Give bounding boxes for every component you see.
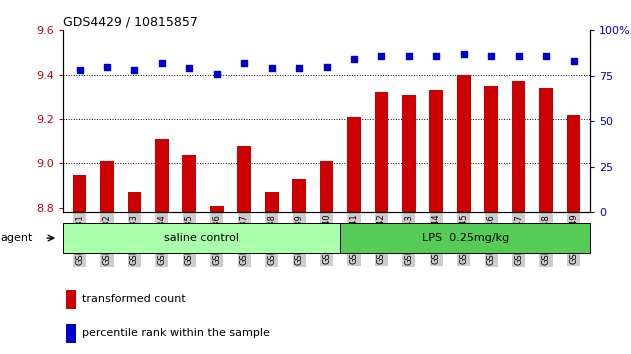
Bar xyxy=(540,88,553,212)
Bar xyxy=(485,86,498,212)
Point xyxy=(486,53,496,58)
Bar xyxy=(155,139,168,212)
Text: LPS  0.25mg/kg: LPS 0.25mg/kg xyxy=(422,233,509,243)
Text: agent: agent xyxy=(0,233,32,243)
Bar xyxy=(73,175,86,212)
Bar xyxy=(457,75,471,212)
Bar xyxy=(430,90,443,212)
Text: GDS4429 / 10815857: GDS4429 / 10815857 xyxy=(63,16,198,29)
Point xyxy=(294,65,304,71)
Bar xyxy=(375,92,388,212)
Point xyxy=(514,53,524,58)
Bar xyxy=(210,206,223,212)
Point xyxy=(431,53,441,58)
Bar xyxy=(512,81,526,212)
Bar xyxy=(127,192,141,212)
Point xyxy=(321,64,332,69)
Point xyxy=(212,71,222,77)
Point xyxy=(404,53,414,58)
Point xyxy=(102,64,112,69)
Point xyxy=(459,51,469,57)
Bar xyxy=(265,192,278,212)
Text: percentile rank within the sample: percentile rank within the sample xyxy=(82,329,270,338)
Point xyxy=(129,67,139,73)
Bar xyxy=(100,161,114,212)
Bar xyxy=(292,179,306,212)
Bar xyxy=(320,161,333,212)
Text: saline control: saline control xyxy=(164,233,239,243)
Bar xyxy=(182,155,196,212)
Bar xyxy=(567,115,581,212)
Point xyxy=(157,60,167,66)
Point xyxy=(376,53,386,58)
Bar xyxy=(237,146,251,212)
Point xyxy=(239,60,249,66)
Bar xyxy=(340,223,590,253)
Point xyxy=(349,56,359,62)
Bar xyxy=(347,117,361,212)
Point xyxy=(541,53,551,58)
Bar xyxy=(66,324,76,343)
Bar xyxy=(66,290,76,309)
Bar xyxy=(63,223,340,253)
Text: transformed count: transformed count xyxy=(82,295,186,304)
Point xyxy=(184,65,194,71)
Point xyxy=(267,65,277,71)
Bar xyxy=(402,95,416,212)
Point xyxy=(569,58,579,64)
Point xyxy=(74,67,85,73)
